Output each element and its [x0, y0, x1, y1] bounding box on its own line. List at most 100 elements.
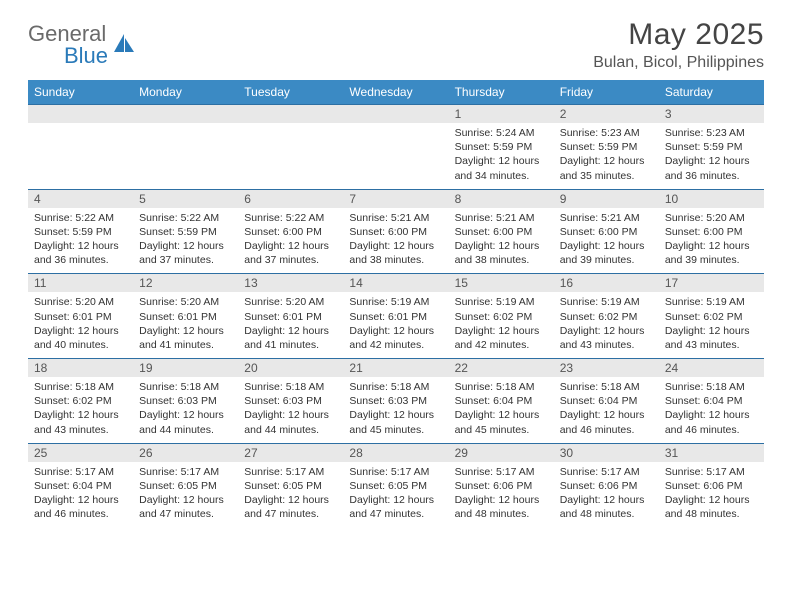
sunrise-text: Sunrise: 5:20 AM [665, 211, 758, 225]
sunrise-text: Sunrise: 5:17 AM [34, 465, 127, 479]
day-detail-cell: Sunrise: 5:21 AMSunset: 6:00 PMDaylight:… [449, 208, 554, 274]
sunrise-text: Sunrise: 5:20 AM [244, 295, 337, 309]
sunset-text: Sunset: 6:00 PM [455, 225, 548, 239]
day-number-cell [28, 105, 133, 124]
sunrise-text: Sunrise: 5:18 AM [560, 380, 653, 394]
sunrise-text: Sunrise: 5:24 AM [455, 126, 548, 140]
sunrise-text: Sunrise: 5:22 AM [139, 211, 232, 225]
daylight-text: Daylight: 12 hours and 46 minutes. [560, 408, 653, 436]
calendar-header-row: SundayMondayTuesdayWednesdayThursdayFrid… [28, 80, 764, 105]
sunset-text: Sunset: 6:06 PM [665, 479, 758, 493]
daylight-text: Daylight: 12 hours and 45 minutes. [349, 408, 442, 436]
sunrise-text: Sunrise: 5:23 AM [665, 126, 758, 140]
weekday-header: Monday [133, 80, 238, 105]
day-number-cell: 15 [449, 274, 554, 293]
day-number-row: 11121314151617 [28, 274, 764, 293]
day-detail-cell: Sunrise: 5:23 AMSunset: 5:59 PMDaylight:… [554, 123, 659, 189]
day-number-cell: 23 [554, 359, 659, 378]
daylight-text: Daylight: 12 hours and 48 minutes. [665, 493, 758, 521]
day-detail-cell: Sunrise: 5:18 AMSunset: 6:03 PMDaylight:… [133, 377, 238, 443]
sunrise-text: Sunrise: 5:17 AM [244, 465, 337, 479]
sunset-text: Sunset: 6:02 PM [34, 394, 127, 408]
day-number-cell: 1 [449, 105, 554, 124]
weekday-header: Friday [554, 80, 659, 105]
daylight-text: Daylight: 12 hours and 41 minutes. [244, 324, 337, 352]
day-number-cell: 2 [554, 105, 659, 124]
brand-word-2: Blue [64, 43, 108, 68]
sunrise-text: Sunrise: 5:19 AM [455, 295, 548, 309]
day-number-cell: 7 [343, 189, 448, 208]
day-detail-cell [343, 123, 448, 189]
day-number-cell [133, 105, 238, 124]
day-number-cell: 24 [659, 359, 764, 378]
sunset-text: Sunset: 6:04 PM [455, 394, 548, 408]
day-detail-cell: Sunrise: 5:17 AMSunset: 6:05 PMDaylight:… [343, 462, 448, 528]
sunset-text: Sunset: 6:05 PM [139, 479, 232, 493]
day-detail-cell: Sunrise: 5:17 AMSunset: 6:04 PMDaylight:… [28, 462, 133, 528]
month-title: May 2025 [593, 18, 764, 52]
sunset-text: Sunset: 5:59 PM [455, 140, 548, 154]
daylight-text: Daylight: 12 hours and 34 minutes. [455, 154, 548, 182]
day-number-cell: 5 [133, 189, 238, 208]
day-number-row: 45678910 [28, 189, 764, 208]
sunset-text: Sunset: 6:04 PM [665, 394, 758, 408]
sunrise-text: Sunrise: 5:18 AM [244, 380, 337, 394]
sunrise-text: Sunrise: 5:17 AM [665, 465, 758, 479]
daylight-text: Daylight: 12 hours and 47 minutes. [244, 493, 337, 521]
sunset-text: Sunset: 6:02 PM [665, 310, 758, 324]
sunrise-text: Sunrise: 5:18 AM [34, 380, 127, 394]
sunrise-text: Sunrise: 5:21 AM [349, 211, 442, 225]
day-number-cell: 29 [449, 443, 554, 462]
day-number-cell: 25 [28, 443, 133, 462]
day-number-cell: 4 [28, 189, 133, 208]
sunset-text: Sunset: 6:03 PM [244, 394, 337, 408]
sunrise-text: Sunrise: 5:20 AM [34, 295, 127, 309]
sunrise-text: Sunrise: 5:17 AM [349, 465, 442, 479]
day-detail-row: Sunrise: 5:17 AMSunset: 6:04 PMDaylight:… [28, 462, 764, 528]
day-detail-cell: Sunrise: 5:18 AMSunset: 6:03 PMDaylight:… [238, 377, 343, 443]
day-number-cell: 9 [554, 189, 659, 208]
sunrise-text: Sunrise: 5:21 AM [560, 211, 653, 225]
sunrise-text: Sunrise: 5:17 AM [560, 465, 653, 479]
day-detail-cell: Sunrise: 5:17 AMSunset: 6:06 PMDaylight:… [659, 462, 764, 528]
day-number-cell: 26 [133, 443, 238, 462]
day-number-cell: 22 [449, 359, 554, 378]
daylight-text: Daylight: 12 hours and 39 minutes. [560, 239, 653, 267]
day-detail-cell: Sunrise: 5:19 AMSunset: 6:01 PMDaylight:… [343, 292, 448, 358]
sunset-text: Sunset: 6:01 PM [34, 310, 127, 324]
daylight-text: Daylight: 12 hours and 43 minutes. [560, 324, 653, 352]
day-detail-cell: Sunrise: 5:20 AMSunset: 6:01 PMDaylight:… [133, 292, 238, 358]
day-number-cell: 16 [554, 274, 659, 293]
day-detail-cell: Sunrise: 5:20 AMSunset: 6:01 PMDaylight:… [28, 292, 133, 358]
sunset-text: Sunset: 6:05 PM [349, 479, 442, 493]
day-detail-cell [133, 123, 238, 189]
sunrise-text: Sunrise: 5:18 AM [455, 380, 548, 394]
day-number-cell: 19 [133, 359, 238, 378]
sunrise-text: Sunrise: 5:17 AM [139, 465, 232, 479]
sunrise-text: Sunrise: 5:20 AM [139, 295, 232, 309]
daylight-text: Daylight: 12 hours and 41 minutes. [139, 324, 232, 352]
day-detail-row: Sunrise: 5:22 AM Sunset: 5:59 PM Daylight:… [28, 208, 764, 274]
weekday-header: Saturday [659, 80, 764, 105]
day-detail-cell: Sunrise: 5:19 AMSunset: 6:02 PMDaylight:… [554, 292, 659, 358]
sunset-text: Sunset: 6:05 PM [244, 479, 337, 493]
sunset-text: Sunset: 6:04 PM [560, 394, 653, 408]
daylight-text: Daylight: 12 hours and 38 minutes. [349, 239, 442, 267]
day-number-row: 25262728293031 [28, 443, 764, 462]
day-detail-cell: Sunrise: 5:17 AMSunset: 6:05 PMDaylight:… [133, 462, 238, 528]
sunset-text: Sunset: 5:59 PM [665, 140, 758, 154]
sunset-text: Sunset: 6:00 PM [349, 225, 442, 239]
daylight-text: Daylight: 12 hours and 47 minutes. [139, 493, 232, 521]
sail-icon [112, 32, 136, 61]
sunset-text: Sunset: 6:04 PM [34, 479, 127, 493]
daylight-text: Daylight: 12 hours and 35 minutes. [560, 154, 653, 182]
weekday-header: Sunday [28, 80, 133, 105]
day-number-cell [238, 105, 343, 124]
sunset-text: Sunset: 5:59 PM [34, 225, 127, 239]
day-number-cell: 11 [28, 274, 133, 293]
day-detail-cell: Sunrise: 5:22 AMSunset: 5:59 PMDaylight:… [28, 208, 133, 274]
day-detail-cell: Sunrise: 5:21 AMSunset: 6:00 PMDaylight:… [554, 208, 659, 274]
sunrise-text: Sunrise: 5:17 AM [455, 465, 548, 479]
day-number-cell: 6 [238, 189, 343, 208]
day-number-cell: 20 [238, 359, 343, 378]
